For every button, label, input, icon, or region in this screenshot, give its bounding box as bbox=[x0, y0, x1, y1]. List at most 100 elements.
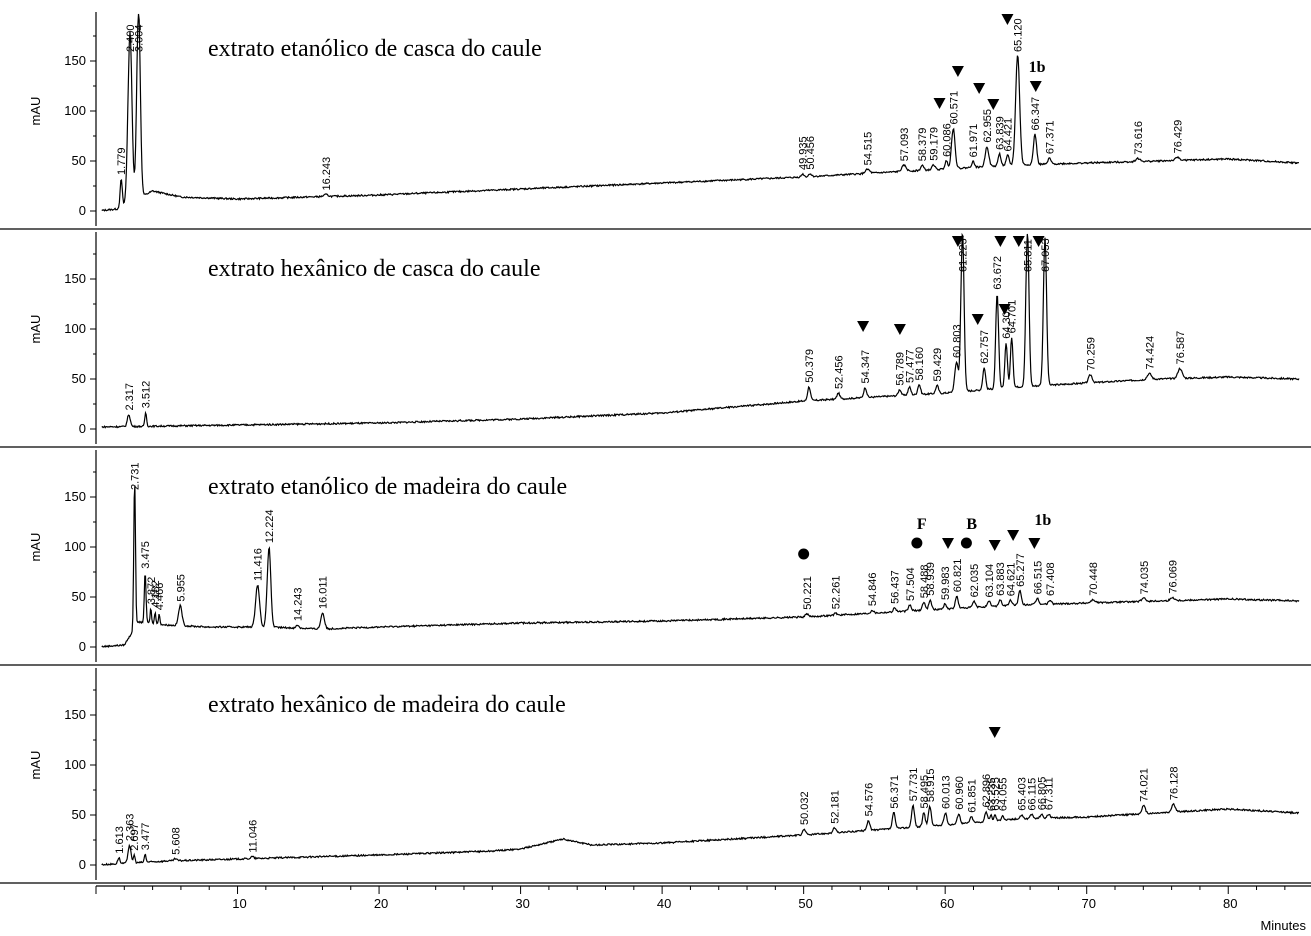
x-tick-label: 30 bbox=[515, 896, 529, 911]
peak-label: 63.883 bbox=[995, 562, 1007, 596]
peak-label: 62.035 bbox=[969, 564, 981, 598]
panel-4: 0 50 100 150 mAU extrato hexânico de madeira … bbox=[0, 668, 1311, 884]
peak-label: 50.379 bbox=[804, 349, 816, 383]
peak-label: 67.053 bbox=[1040, 238, 1052, 272]
peak-label: 65.403 bbox=[1017, 777, 1029, 811]
peak-label: 5.955 bbox=[175, 574, 187, 602]
triangle-marker bbox=[998, 304, 1011, 315]
circle-marker bbox=[798, 548, 810, 560]
triangle-marker bbox=[988, 727, 1001, 738]
triangle-marker bbox=[857, 321, 870, 332]
peak-label: 74.035 bbox=[1139, 561, 1151, 595]
x-tick-label: 80 bbox=[1223, 896, 1237, 911]
peak-label: 63.839 bbox=[995, 116, 1007, 150]
peak-label: 64.421 bbox=[1003, 118, 1015, 152]
peak-label: 64.621 bbox=[1006, 563, 1018, 597]
peak-label: 76.587 bbox=[1175, 331, 1187, 365]
panel-title: extrato etanólico de casca do caule bbox=[208, 36, 542, 62]
peak-label: 56.789 bbox=[895, 352, 907, 386]
panel-2: 0 50 100 150 mAU extrato hexânico de casca do… bbox=[0, 232, 1311, 448]
peak-label: 60.013 bbox=[940, 775, 952, 809]
y-axis-label: mAU bbox=[28, 533, 43, 562]
triangle-marker bbox=[1012, 236, 1025, 247]
peak-label: 57.477 bbox=[905, 349, 917, 383]
peak-label: 62.896 bbox=[981, 774, 993, 808]
peak-label: 66.515 bbox=[1032, 561, 1044, 595]
peak-label: 67.408 bbox=[1045, 562, 1057, 596]
triangle-marker bbox=[893, 324, 906, 335]
peak-label: 2.317 bbox=[124, 383, 136, 411]
circle-marker bbox=[911, 537, 923, 549]
x-axis-label: Minutes bbox=[1260, 918, 1306, 933]
peak-label: 58.915 bbox=[925, 768, 937, 802]
peak-label: 74.021 bbox=[1139, 768, 1151, 802]
x-axis: 10 20 30 40 50 60 70 80 Minutes bbox=[95, 885, 1311, 933]
peak-label: 65.811 bbox=[1022, 239, 1034, 272]
x-tick-label: 40 bbox=[657, 896, 671, 911]
chromatogram-panels: 0 50 100 150 mAU extrato etanólico de casca d… bbox=[0, 12, 1311, 884]
peak-label: 50.456 bbox=[805, 136, 817, 170]
chromatogram-trace bbox=[101, 232, 1300, 429]
panel-3: 0 50 100 150 mAU extrato etanólico de madeira… bbox=[0, 450, 1311, 666]
panel-1: 0 50 100 150 mAU extrato etanólico de casca d… bbox=[0, 12, 1311, 230]
peak-label: 63.235 bbox=[986, 777, 998, 811]
peak-label: 3.475 bbox=[140, 541, 152, 569]
y-tick-label: 50 bbox=[72, 589, 86, 604]
peak-label: 50.221 bbox=[802, 576, 814, 610]
peak-label: 74.424 bbox=[1144, 336, 1156, 370]
peak-label: 64.701 bbox=[1007, 300, 1019, 334]
y-axis-label: mAU bbox=[28, 97, 43, 126]
peak-label: 62.955 bbox=[982, 109, 994, 143]
triangle-marker bbox=[1001, 14, 1014, 25]
y-tick-label: 50 bbox=[72, 807, 86, 822]
peak-label: 54.846 bbox=[867, 572, 879, 606]
peak-label: 64.055 bbox=[998, 777, 1010, 811]
y-tick-label: 0 bbox=[79, 203, 86, 218]
peak-label: 54.347 bbox=[860, 350, 872, 384]
peak-label: 1.613 bbox=[114, 826, 126, 854]
peak-label: 73.616 bbox=[1133, 121, 1145, 155]
peak-label: 61.971 bbox=[968, 124, 980, 158]
y-tick-label: 100 bbox=[64, 103, 86, 118]
peak-label: 66.347 bbox=[1030, 97, 1042, 131]
chromatogram-trace bbox=[101, 13, 1300, 212]
panel-title: extrato hexânico de casca do caule bbox=[208, 256, 540, 282]
peak-label: 2.731 bbox=[130, 462, 142, 490]
peak-label: 60.803 bbox=[952, 324, 964, 358]
peak-label: 61.851 bbox=[966, 779, 978, 813]
peak-label: 52.181 bbox=[830, 790, 842, 824]
triangle-marker bbox=[933, 98, 946, 109]
peak-label: 60.086 bbox=[941, 123, 953, 157]
peak-label: 3.477 bbox=[140, 823, 152, 851]
peak-label: 58.495 bbox=[919, 775, 931, 809]
peak-label: 2.697 bbox=[129, 823, 141, 851]
triangle-marker bbox=[971, 314, 984, 325]
peak-label: 58.488 bbox=[919, 565, 931, 599]
peak-label: 65.277 bbox=[1015, 553, 1027, 587]
peak-label: 14.243 bbox=[293, 587, 305, 621]
peak-label: 67.311 bbox=[1044, 777, 1056, 810]
y-tick-label: 150 bbox=[64, 271, 86, 286]
y-tick-label: 0 bbox=[79, 857, 86, 872]
peak-label: 60.821 bbox=[952, 559, 964, 593]
peak-label: 4.182 bbox=[150, 580, 162, 608]
triangle-marker bbox=[988, 540, 1001, 551]
triangle-marker bbox=[1032, 236, 1045, 247]
peak-label: 60.960 bbox=[954, 776, 966, 810]
peak-label: 60.571 bbox=[948, 91, 960, 125]
peak-label: 70.259 bbox=[1085, 337, 1097, 371]
peak-label: 63.104 bbox=[984, 564, 996, 598]
marker-label: F bbox=[917, 516, 927, 533]
peak-label: 52.456 bbox=[833, 355, 845, 389]
peak-label: 2.363 bbox=[124, 814, 136, 842]
panel-title: extrato hexânico de madeira do caule bbox=[208, 692, 566, 718]
peak-label: 1.779 bbox=[116, 147, 128, 175]
peak-label: 16.011 bbox=[318, 576, 330, 609]
peak-label: 62.757 bbox=[979, 330, 991, 364]
peak-label: 65.120 bbox=[1013, 18, 1025, 52]
y-tick-label: 50 bbox=[72, 153, 86, 168]
y-tick-label: 100 bbox=[64, 539, 86, 554]
peak-label: 63.525 bbox=[990, 777, 1002, 811]
y-tick-label: 0 bbox=[79, 421, 86, 436]
triangle-marker bbox=[951, 66, 964, 77]
